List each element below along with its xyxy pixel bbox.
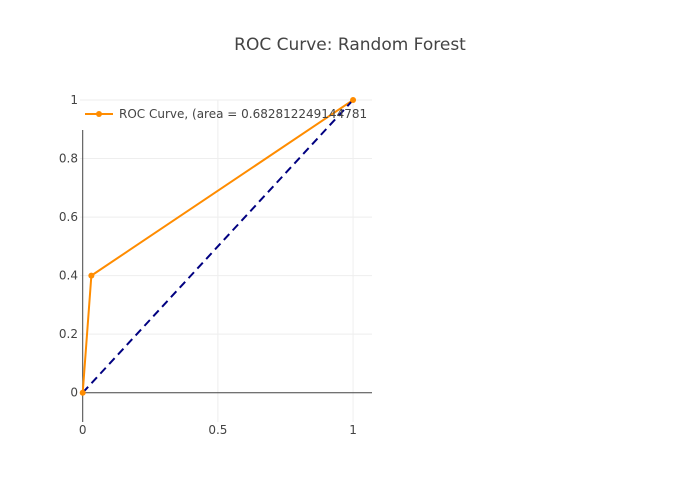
y-tick-label: 0.8	[59, 152, 78, 166]
roc-point[interactable]	[88, 272, 95, 279]
legend-label-roc: ROC Curve, (area = 0.682812249144781	[119, 107, 367, 121]
chart-title: ROC Curve: Random Forest	[234, 35, 466, 55]
roc-point[interactable]	[350, 97, 357, 103]
y-tick-label: 0.4	[59, 269, 78, 283]
y-tick-label: 0.6	[59, 210, 78, 224]
y-tick-label: 0.2	[59, 327, 78, 341]
y-tick-label: 0	[70, 386, 78, 400]
x-tick-label: 0	[79, 423, 87, 437]
gridlines	[80, 99, 372, 422]
axes	[80, 130, 372, 422]
tick-labels: 0 0.2 0.4 0.6 0.8 1 0 0.5 1	[59, 93, 357, 437]
legend[interactable]: ROC Curve, (area = 0.682812249144781	[85, 107, 367, 121]
baseline-diagonal-line	[81, 100, 354, 394]
roc-point[interactable]	[79, 389, 86, 396]
y-tick-label: 1	[70, 93, 78, 107]
legend-marker-roc	[96, 111, 102, 117]
x-tick-label: 0.5	[208, 423, 227, 437]
markers	[79, 97, 357, 396]
x-tick-label: 1	[349, 423, 357, 437]
